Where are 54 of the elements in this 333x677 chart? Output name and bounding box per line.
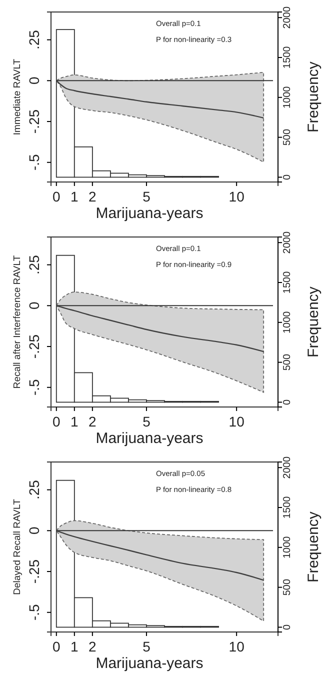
x-tick-label: 2	[88, 638, 97, 655]
x-axis-title: Marijuana-years	[96, 655, 204, 672]
x-tick-label: 1	[70, 638, 79, 655]
y2-tick-label: 0	[282, 174, 293, 180]
x-axis-title: Marijuana-years	[96, 430, 204, 447]
y2-tick-label: 1500	[282, 496, 293, 519]
x-tick-label: 5	[142, 188, 151, 205]
y-tick-label: -.5	[26, 604, 42, 621]
y2-tick-label: 1000	[282, 86, 293, 109]
line-series	[56, 530, 264, 581]
y-tick-label: 0	[26, 526, 42, 535]
x-tick-label: 0	[52, 188, 61, 205]
x-tick-label: 10	[228, 414, 245, 430]
y-tick-label: -.5	[26, 379, 42, 396]
y-tick-label: 0	[26, 76, 42, 85]
y-tick-label: .25	[26, 254, 42, 275]
x-tick-label: 5	[142, 414, 151, 430]
line-series	[56, 305, 264, 352]
x-tick-label: 2	[88, 414, 97, 430]
x-tick-label: 10	[228, 638, 245, 655]
y2-tick-label: 2000	[282, 6, 293, 29]
y-tick-label: -.25	[26, 334, 42, 359]
y2-tick-label: 2000	[282, 231, 293, 254]
x-tick-label: 0	[52, 638, 61, 655]
y2-tick-label: 500	[282, 128, 293, 146]
y-axis-title: Delayed Recall RAVLT	[12, 498, 23, 595]
y2-tick-label: 1000	[282, 310, 293, 334]
x-tick-label: 0	[52, 414, 61, 430]
x-axis-title: Marijuana-years	[96, 205, 204, 222]
y2-axis-title: Frequency	[305, 286, 322, 358]
line-series	[56, 80, 264, 119]
y-tick-label: -.5	[26, 154, 42, 171]
x-tick-label: 1	[70, 414, 79, 430]
y-tick-label: .25	[26, 480, 42, 500]
y2-tick-label: 1000	[282, 536, 293, 559]
y-tick-label: .25	[26, 30, 42, 50]
x-tick-label: 10	[228, 188, 245, 205]
y-axis-title: Recall after Interference RAVLT	[12, 255, 23, 389]
y-tick-label: -.25	[26, 559, 42, 584]
x-tick-label: 5	[142, 638, 151, 655]
y2-tick-label: 2000	[282, 456, 293, 479]
y2-tick-label: 500	[282, 578, 293, 596]
y-axis-title: Immediate RAVLT	[12, 58, 23, 136]
y-tick-label: 0	[26, 302, 42, 310]
y2-tick-label: 1500	[282, 46, 293, 69]
y2-tick-label: 0	[282, 398, 293, 405]
y2-axis-title: Frequency	[305, 61, 322, 132]
y2-tick-label: 500	[282, 354, 293, 371]
y-tick-label: -.25	[26, 109, 42, 134]
x-tick-label: 1	[70, 188, 79, 205]
x-tick-label: 2	[88, 188, 97, 205]
y2-tick-label: 1500	[282, 270, 293, 294]
y2-axis-title: Frequency	[305, 511, 322, 582]
y2-tick-label: 0	[282, 624, 293, 630]
